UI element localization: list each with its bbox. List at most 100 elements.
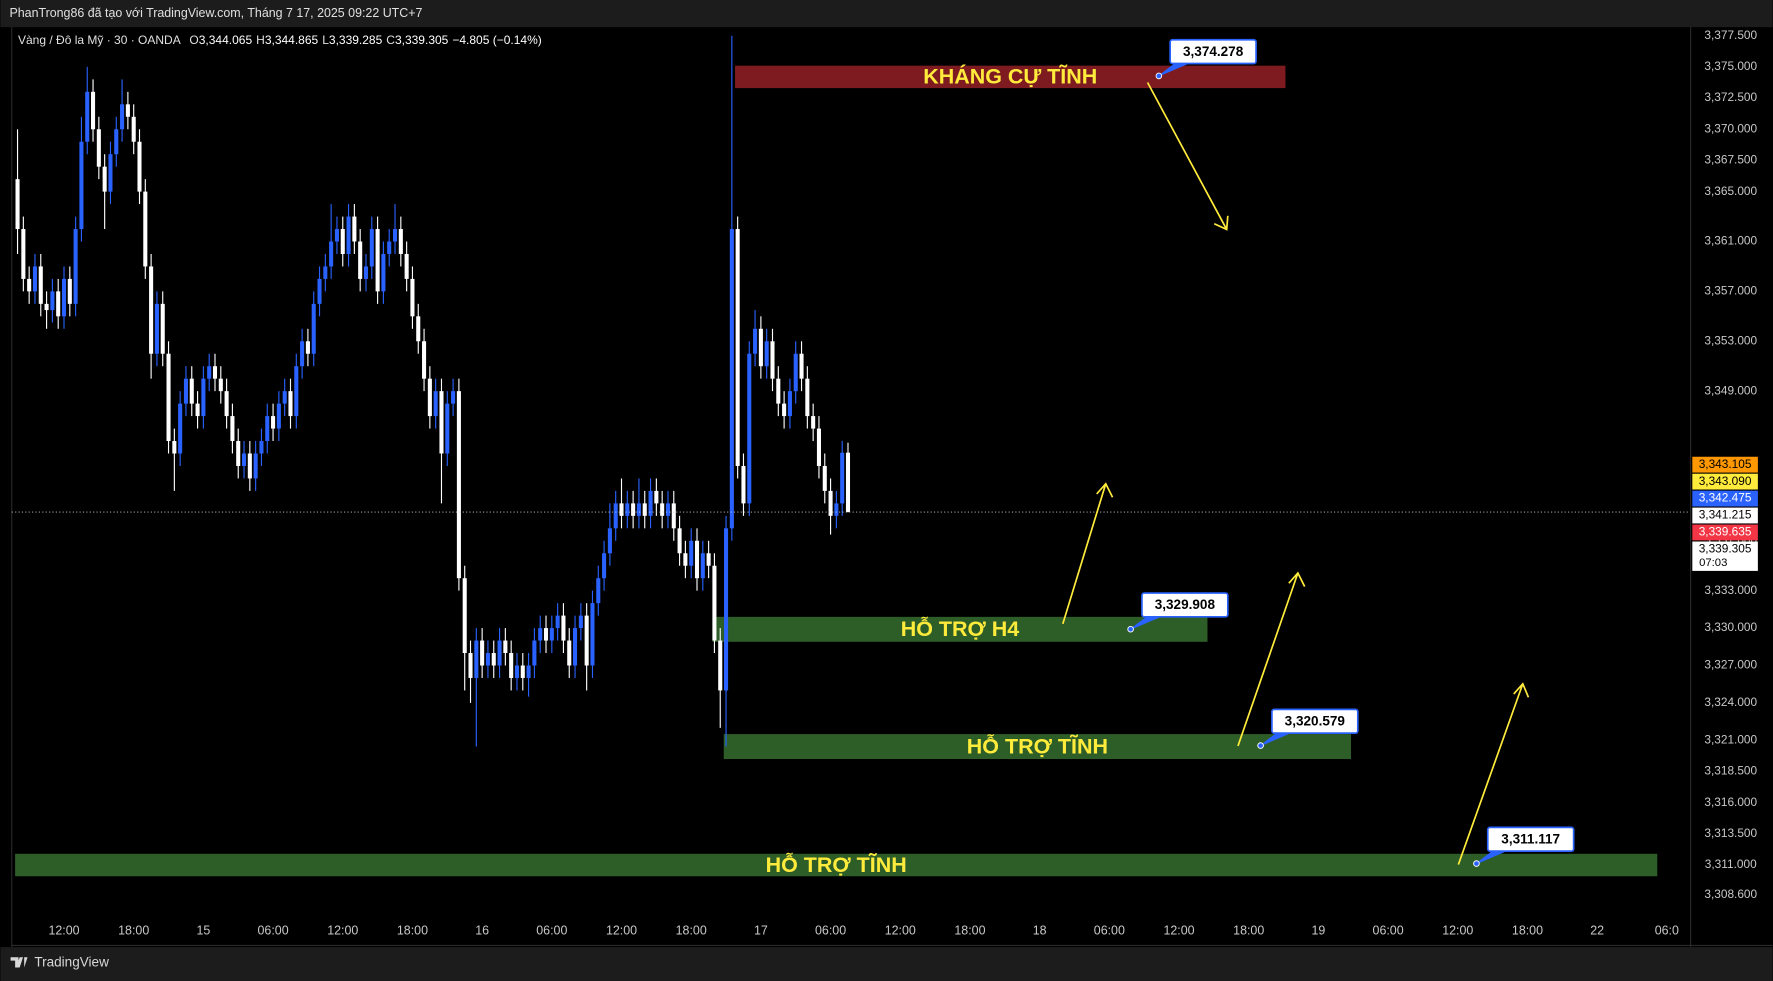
candle-body (677, 528, 682, 554)
candle-body (729, 229, 734, 529)
candle-body (584, 615, 589, 666)
y-tick-label: 3,327.000 (1704, 658, 1757, 672)
header-text: PhanTrong86 đã tạo với TradingView.com, … (9, 6, 422, 20)
candle-body (782, 403, 787, 417)
candle-body (265, 416, 270, 442)
legend-key: O (189, 33, 199, 47)
candle-body (822, 465, 827, 491)
candle-body (439, 391, 444, 454)
candle-body (346, 216, 351, 254)
candle-body (102, 166, 107, 192)
candle-body (195, 403, 200, 417)
candle-body (160, 303, 165, 354)
candle-body (636, 503, 641, 516)
legend-key: H (256, 33, 265, 47)
y-tick-label: 3,330.000 (1704, 620, 1757, 634)
candle-body (73, 229, 78, 304)
candle-body (230, 416, 235, 442)
y-tick-label: 3,353.000 (1704, 333, 1757, 347)
candle-body (805, 378, 810, 417)
candle-body (764, 341, 769, 367)
candle-body (224, 391, 229, 417)
candle-body (613, 503, 618, 529)
candle-body (236, 441, 241, 466)
x-tick-label: 06:00 (1373, 924, 1404, 938)
candle-body (648, 490, 653, 516)
symbol-title: Vàng / Đô la Mỹ · 30 · OANDA (18, 33, 181, 47)
candle-body (828, 490, 833, 516)
y-tick-label: 3,349.000 (1704, 383, 1757, 397)
candle-body (799, 353, 804, 379)
callout-anchor (1155, 72, 1163, 80)
price-label-box (1692, 507, 1758, 524)
candle-body (625, 503, 630, 516)
y-tick-label: 3,361.000 (1704, 234, 1757, 248)
price-axis: 3,377.500 3,375.000 3,372.500 3,370.000 3,36… (48, 28, 1758, 938)
candle-body (15, 179, 20, 230)
callout-box (1486, 826, 1575, 852)
legend: Vàng / Đô la Mỹ · 30 · OANDA O3,344.065 H… (18, 33, 542, 47)
candle-body (497, 640, 502, 666)
x-tick-label: 18:00 (1512, 924, 1543, 938)
y-tick-label: 3,372.500 (1704, 90, 1757, 104)
candle-body (416, 316, 421, 342)
candle-body (317, 278, 322, 304)
candle-body (114, 129, 119, 155)
candle-body (549, 628, 554, 641)
price-label: 3,342.475 (1699, 491, 1752, 505)
y-tick-label: 3,321.000 (1704, 732, 1757, 746)
candle-body (753, 328, 758, 354)
candle-body (671, 503, 676, 529)
y-tick-label: 3,316.000 (1704, 795, 1757, 809)
legend-value: 3,344.865 (264, 33, 319, 47)
candle-body (32, 266, 38, 292)
arrow (1061, 482, 1114, 625)
candle-body (172, 441, 177, 454)
candle-body (578, 615, 583, 629)
candle-body (700, 553, 705, 579)
candle-body (654, 490, 659, 504)
x-tick-label: 18:00 (954, 924, 985, 938)
x-tick-label: 22 (1590, 924, 1604, 938)
x-tick-label: 19 (1311, 924, 1325, 938)
zone-label: KHÁNG CỰ TĨNH (923, 64, 1097, 89)
legend-value: 3,339.305 (394, 33, 449, 47)
candle-body (543, 628, 549, 641)
candle-body (363, 266, 369, 279)
candle-body (422, 341, 427, 379)
price-label: 3,343.105 (1699, 457, 1752, 471)
candle-body (404, 253, 409, 279)
legend-value: 3,344.065 (198, 33, 253, 47)
price-label-box (1692, 524, 1758, 541)
x-tick-label: 06:00 (536, 924, 567, 938)
candle-body (207, 366, 212, 379)
candle-body (67, 278, 72, 304)
candle-body (845, 452, 851, 513)
candle-body (288, 391, 293, 417)
candle-body (427, 378, 432, 417)
candle-body (619, 503, 624, 516)
drawings: KHÁNG CỰ TĨNH 3,374.278 HỖ TRỢ H4 3,329.908… (766, 38, 1575, 877)
candle-body (271, 416, 276, 429)
y-tick-label: 3,357.000 (1704, 284, 1757, 298)
price-label-box (1692, 456, 1758, 473)
candle-body (218, 378, 223, 392)
zone-label: HỖ TRỢ TĨNH (766, 851, 907, 877)
x-tick-label: 18:00 (676, 924, 707, 938)
candle-body (253, 453, 258, 479)
price-label: 3,339.635 (1699, 525, 1752, 539)
candle-body (694, 540, 700, 579)
candle-body (451, 391, 456, 404)
y-tick-label: 3,311.000 (1705, 857, 1757, 871)
candle-body (683, 553, 688, 566)
candle-body (131, 116, 136, 142)
callout-label: 3,329.908 (1155, 597, 1216, 612)
x-tick-label: 06:00 (815, 924, 846, 938)
candle-body (840, 452, 845, 504)
legend-key: L (322, 33, 329, 47)
candle-body (503, 640, 508, 654)
y-tick-label: 3,365.000 (1704, 184, 1757, 198)
candle-body (334, 229, 339, 242)
